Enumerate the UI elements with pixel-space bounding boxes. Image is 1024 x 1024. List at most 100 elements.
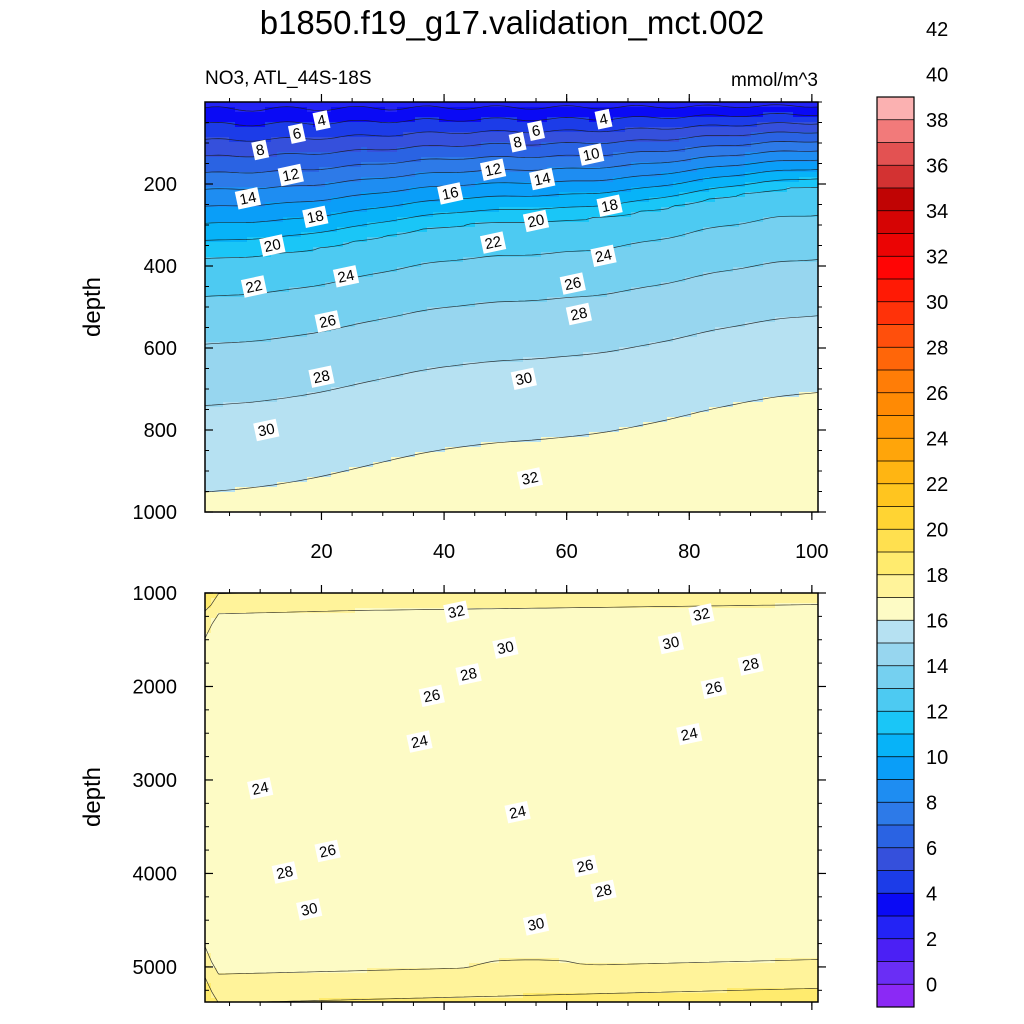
contour-label: 20 <box>522 209 550 233</box>
contour-label: 26 <box>700 676 727 700</box>
contour-label-box <box>240 275 268 298</box>
contour-label-box <box>594 108 613 130</box>
contour-label: 4 <box>594 108 613 130</box>
contour-label-box <box>590 244 617 267</box>
contour-label-box <box>479 231 507 254</box>
contour-label-box <box>247 777 274 800</box>
colorbar-frame <box>876 96 915 1008</box>
contour-label: 18 <box>596 194 623 217</box>
contour-label: 30 <box>296 898 323 921</box>
contour-line-8 <box>205 122 818 142</box>
contour-label-text: 32 <box>446 602 466 622</box>
contour-label-text: 32 <box>692 605 712 625</box>
contour-label-text: 26 <box>318 312 338 332</box>
contour-label: 28 <box>271 861 298 884</box>
colorbar-label: 30 <box>926 292 948 314</box>
contour-label-box <box>529 167 556 191</box>
colorbar-label: 40 <box>926 64 948 86</box>
contour-label-box <box>406 730 433 753</box>
contour-label-box <box>234 187 262 210</box>
contour-line-22 <box>205 187 818 259</box>
colorbar-box <box>877 893 914 917</box>
contour-label-text: 20 <box>526 211 546 231</box>
contour-label: 30 <box>522 913 550 936</box>
colorbar-label: 8 <box>926 792 937 814</box>
contour-label-text: 8 <box>254 141 266 159</box>
contour-label-box <box>688 603 715 626</box>
contour-label: 26 <box>571 854 599 878</box>
contour-label-box <box>700 676 727 700</box>
contour-label-box <box>657 631 685 655</box>
contour-label-box <box>277 163 304 187</box>
colorbar-box <box>877 756 914 780</box>
contour-label-box <box>737 653 764 676</box>
contour-label-text: 30 <box>514 369 534 389</box>
contour-label-text: 24 <box>679 725 699 745</box>
contour-label: 28 <box>308 365 335 388</box>
contour-label-box <box>527 120 545 142</box>
units-label: mmol/m^3 <box>731 70 818 91</box>
contour-label-text: 24 <box>336 267 356 287</box>
x-tick-label: 100 <box>795 541 828 563</box>
colorbar-box <box>877 847 914 871</box>
contour-label-box <box>571 854 599 878</box>
contour-label-box <box>578 143 605 166</box>
contour-label: 26 <box>314 310 341 333</box>
contour-label-box <box>590 879 617 902</box>
contour-label: 30 <box>510 367 537 390</box>
contour-label-text: 22 <box>244 277 264 297</box>
upper-y-axis-label: depth <box>79 277 106 337</box>
contour-label: 32 <box>443 600 470 623</box>
contour-label-box <box>516 467 544 490</box>
upper-panel-title: NO3, ATL_44S-18S <box>205 68 372 89</box>
contour-label-box <box>437 182 464 205</box>
contour-label: 20 <box>259 234 286 257</box>
contour-label: 28 <box>590 879 617 902</box>
contour-label-text: 8 <box>512 134 524 152</box>
contour-line-10 <box>205 131 818 158</box>
colorbar-label: 4 <box>926 883 937 905</box>
contour-label-box <box>504 801 531 824</box>
contour-label-text: 28 <box>312 367 332 387</box>
colorbar-box <box>877 142 914 166</box>
colorbar-box <box>877 916 914 940</box>
colorbar-box <box>877 347 914 371</box>
y-tick-label: 3000 <box>133 770 178 792</box>
contour-label-box <box>522 913 550 936</box>
colorbar-box <box>877 370 914 394</box>
colorbar-label: 20 <box>926 519 948 541</box>
colorbar-label: 28 <box>926 337 948 359</box>
contour-label-box <box>332 265 360 288</box>
contour-label-box <box>314 310 341 333</box>
contour-label: 28 <box>737 653 764 676</box>
contour-label-text: 6 <box>530 122 542 140</box>
contour-label-text: 30 <box>256 420 276 440</box>
colorbar-box <box>877 870 914 894</box>
colorbar-box <box>877 643 914 667</box>
colorbar-box <box>877 802 914 826</box>
contour-label-text: 30 <box>299 900 319 920</box>
contour-line-18 <box>205 169 818 224</box>
contour-label-box <box>596 194 623 217</box>
contour-label-box <box>253 418 280 442</box>
contour-label-text: 10 <box>581 145 601 165</box>
colorbar-label: 18 <box>926 565 948 587</box>
contour-label: 10 <box>578 143 605 166</box>
y-tick-label: 800 <box>144 420 177 442</box>
colorbar-box <box>877 119 914 143</box>
contour-label-box <box>418 684 445 707</box>
contour-label-text: 26 <box>704 678 724 698</box>
contour-label: 6 <box>287 123 306 144</box>
contour-label-box <box>443 600 470 623</box>
colorbar-box <box>877 825 914 849</box>
contour-label-text: 24 <box>594 246 614 266</box>
contour-label: 30 <box>657 631 685 655</box>
contour-line-32 <box>205 604 818 975</box>
contour-label: 26 <box>559 272 586 295</box>
contour-label: 24 <box>406 730 433 753</box>
contour-label-text: 24 <box>250 779 270 799</box>
contour-label: 32 <box>688 603 715 626</box>
colorbar-label: 0 <box>926 974 937 996</box>
colorbar-box <box>877 483 914 507</box>
